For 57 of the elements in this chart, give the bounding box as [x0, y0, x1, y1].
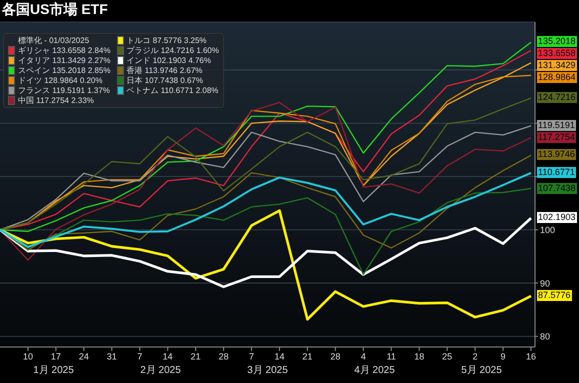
x-tick-label: 21: [190, 351, 201, 362]
x-tick-label: 31: [106, 351, 117, 362]
x-tick-label: 25: [442, 351, 452, 362]
y-tick-label: 80: [540, 332, 550, 342]
data-label: 102.1903: [537, 212, 577, 224]
legend-title: 標準化 - 01/03/2025: [17, 36, 90, 45]
data-label: 135.2018: [537, 36, 577, 48]
legend-label: インド 102.1903 4.76%: [126, 56, 212, 65]
legend-label: 香港 113.9746 2.67%: [126, 66, 204, 75]
data-label: 133.6558: [537, 48, 577, 60]
line-series: [0, 172, 532, 248]
x-tick-label: 11: [386, 351, 396, 362]
x-tick-label: 10: [22, 351, 33, 362]
y-tick-label: 100: [540, 224, 556, 235]
data-label: 119.5191: [537, 120, 576, 131]
x-tick-label: 14: [162, 351, 173, 362]
legend-label: スペイン 135.2018 2.85%: [17, 66, 110, 75]
legend-label: ドイツ 128.9864 0.20%: [17, 76, 104, 85]
x-tick-label: 2: [472, 351, 478, 362]
data-label: 131.3429: [537, 60, 577, 72]
text: 2月 2025: [140, 364, 181, 377]
legend-label: ギリシャ 133.6558 2.84%: [17, 46, 110, 55]
x-tick-label: 17: [50, 351, 61, 362]
legend-label: フランス 119.5191 1.37%: [17, 86, 110, 95]
data-label: 107.7438: [537, 182, 577, 194]
legend-label: ベトナム 110.6771 2.08%: [126, 86, 219, 95]
x-tick-label: 9: [500, 351, 506, 362]
legend-label: トルコ 87.5776 3.25%: [126, 36, 208, 45]
x-tick-label: 24: [78, 351, 89, 362]
x-tick-label: 21: [302, 351, 312, 362]
text: 4月 2025: [354, 364, 395, 377]
text: 1月 2025: [33, 364, 74, 377]
x-tick-label: 28: [218, 351, 229, 362]
x-tick-label: 16: [526, 351, 536, 362]
x-tick-label: 7: [249, 351, 254, 362]
y-tick-label: 90: [540, 278, 550, 288]
data-label: 117.2754: [537, 132, 576, 143]
legend-label: 中国 117.2754 2.33%: [17, 96, 95, 105]
text: 5月 2025: [461, 364, 502, 377]
data-label: 87.5776: [537, 290, 572, 301]
legend-label: 日本 107.7438 0.67%: [126, 76, 204, 85]
data-label: 128.9864: [537, 72, 577, 84]
chart-title: 各国US市場 ETF: [2, 1, 108, 19]
line-series: [0, 216, 532, 288]
x-tick-label: 28: [330, 351, 340, 362]
text: 3月 2025: [247, 364, 288, 377]
x-tick-label: 18: [414, 351, 424, 362]
line-series: [0, 125, 532, 230]
legend-label: ブラジル 124.7216 1.60%: [126, 46, 219, 55]
data-label: 110.6771: [537, 166, 576, 178]
data-label: 124.7216: [537, 92, 577, 104]
data-label: 113.9746: [537, 149, 576, 160]
x-tick-label: 7: [137, 351, 142, 362]
x-tick-label: 4: [360, 351, 366, 362]
line-series: [0, 209, 532, 321]
x-tick-label: 14: [274, 351, 284, 362]
legend-label: イタリア 131.3429 2.27%: [17, 56, 110, 65]
